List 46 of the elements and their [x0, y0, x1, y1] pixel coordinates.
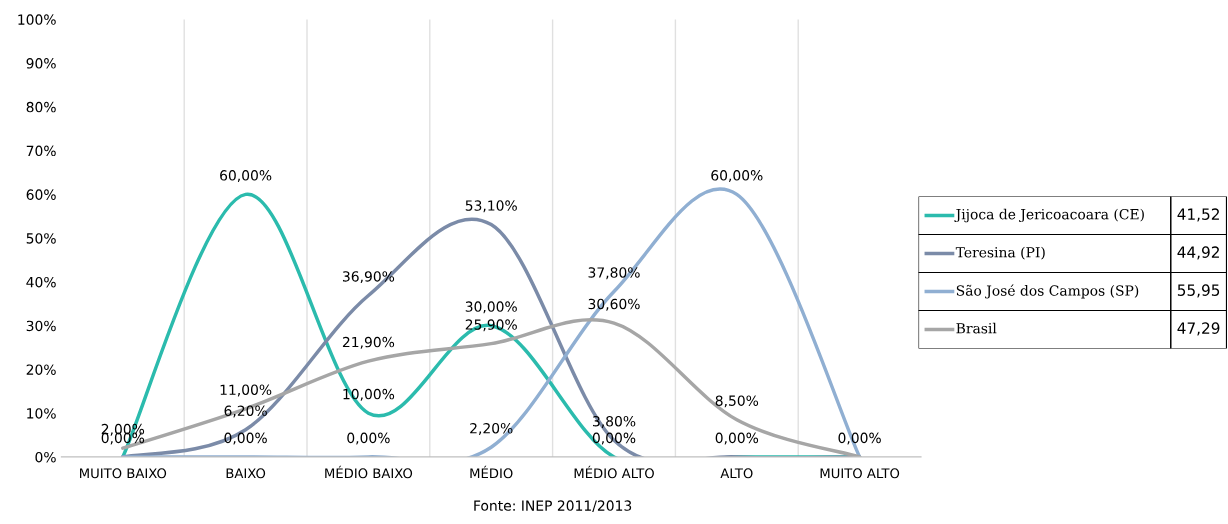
y-tick-label: 60%	[26, 189, 56, 200]
data-label: 0,00%	[838, 432, 881, 445]
y-tick-label: 20%	[26, 364, 56, 375]
data-label: 60,00%	[711, 170, 763, 183]
y-tick-label: 0%	[35, 451, 56, 463]
y-tick-label: 30%	[26, 320, 56, 332]
data-label: 30,00%	[465, 301, 517, 314]
y-tick-label: 80%	[26, 101, 56, 113]
data-label: 0,00%	[347, 432, 390, 445]
legend-label: Teresina (PI)	[955, 246, 1045, 260]
y-tick-label: 40%	[26, 276, 56, 288]
data-label: 0,00%	[592, 432, 636, 445]
data-label: 36,90%	[342, 271, 395, 284]
legend-label: Brasil	[956, 322, 997, 334]
y-tick-label: 10%	[27, 408, 56, 419]
x-tick-label: BAIXO	[226, 468, 266, 479]
data-label: 0,00%	[224, 432, 267, 445]
text: 44,92	[1177, 246, 1219, 260]
text: 41,52	[1177, 208, 1219, 222]
data-label: 8,50%	[715, 395, 759, 408]
y-tick-label: 90%	[26, 58, 56, 69]
data-label: 11,00%	[220, 384, 272, 397]
x-tick-label: ALTO	[720, 468, 753, 479]
x-tick-label: MÉDIO	[470, 465, 513, 479]
y-tick-label: 70%	[26, 145, 56, 157]
x-tick-label: MUITO BAIXO	[80, 468, 167, 479]
x-tick-label: MUITO ALTO	[820, 468, 900, 479]
data-label: 6,20%	[224, 405, 267, 418]
text: 55,95	[1177, 284, 1220, 298]
legend-label: São José dos Campos (SP)	[956, 284, 1139, 299]
data-label: 53,10%	[465, 200, 517, 213]
x-tick-label: MÉDIO ALTO	[574, 465, 654, 479]
data-label: 21,90%	[342, 336, 395, 349]
source-note: Fonte: INEP 2011/2013	[474, 500, 632, 512]
legend-label: Jijoca de Jericoacoara (CE)	[954, 208, 1144, 223]
x-tick-label: MÉDIO BAIXO	[325, 465, 413, 479]
y-tick-label: 50%	[26, 233, 56, 244]
data-label: 2,20%	[470, 422, 513, 435]
data-label: 25,90%	[465, 319, 517, 332]
data-label: 3,80%	[593, 415, 636, 428]
y-tick-label: 100%	[18, 14, 56, 25]
text: 47,29	[1177, 322, 1220, 336]
data-label: 30,60%	[588, 298, 640, 311]
data-label: 0,00%	[715, 432, 759, 445]
data-label: 60,00%	[220, 170, 272, 183]
data-label: 37,80%	[588, 267, 640, 280]
